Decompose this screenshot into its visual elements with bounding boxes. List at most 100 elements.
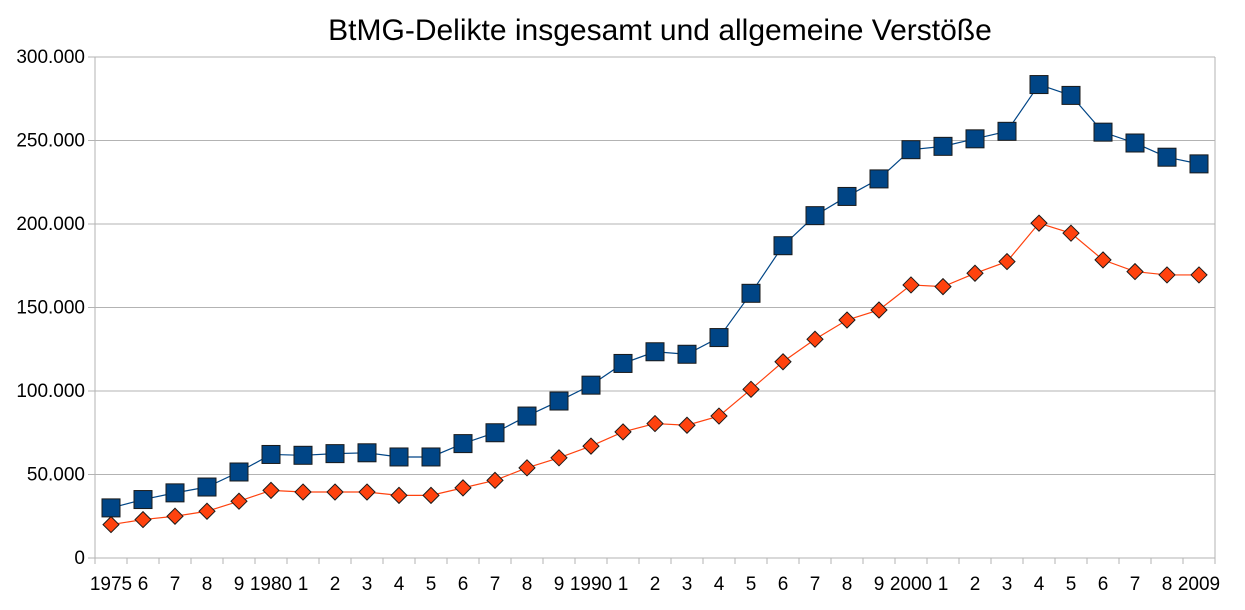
data-point <box>101 498 121 518</box>
data-point <box>1093 122 1113 142</box>
x-tick-label: 7 <box>810 574 821 595</box>
data-point <box>773 236 793 256</box>
data-point <box>197 477 217 497</box>
data-point <box>453 434 473 454</box>
x-tick-label: 7 <box>490 574 501 595</box>
x-tick-label: 1980 <box>250 574 292 595</box>
data-point <box>838 311 856 329</box>
chart-title: BtMG-Delikte insgesamt und allgemeine Ve… <box>328 14 992 47</box>
data-point <box>1062 224 1080 242</box>
x-axis-tick-labels: 1975 6 7 8 9 1980 1 2 3 4 5 6 7 8 9 1990 1 2 3 4 5 6 7 8 9 2000 1 2… <box>90 574 1220 595</box>
data-point <box>485 423 505 443</box>
x-tick-label: 9 <box>874 574 885 595</box>
data-point <box>646 414 664 433</box>
data-point <box>229 462 249 482</box>
data-point <box>742 380 760 399</box>
x-tick-label: 8 <box>202 574 213 595</box>
data-point <box>422 486 440 505</box>
data-point <box>677 344 697 364</box>
axes <box>88 56 1216 564</box>
x-tick-label: 2 <box>330 574 341 595</box>
x-tick-label: 2000 <box>890 574 932 595</box>
data-point <box>870 301 888 319</box>
data-point <box>549 391 569 411</box>
data-point <box>581 375 601 395</box>
data-point <box>965 129 985 149</box>
x-tick-label: 9 <box>234 574 245 595</box>
data-point <box>1030 214 1048 232</box>
data-point <box>997 121 1017 141</box>
data-point <box>390 486 408 505</box>
data-point <box>1158 266 1176 284</box>
data-point <box>645 342 665 362</box>
data-point <box>134 510 152 529</box>
x-tick-label: 6 <box>778 574 789 595</box>
data-point <box>198 502 216 520</box>
x-tick-label: 5 <box>1066 574 1077 595</box>
x-tick-label: 8 <box>842 574 853 595</box>
data-point <box>486 471 504 490</box>
y-tick-label: 300.000 <box>16 47 85 68</box>
x-tick-label: 3 <box>1002 574 1013 595</box>
data-point <box>710 407 728 425</box>
x-tick-label: 6 <box>458 574 469 595</box>
series-2 <box>102 214 1208 534</box>
x-tick-label: 4 <box>394 574 405 595</box>
data-point <box>678 416 696 434</box>
x-tick-label: 7 <box>170 574 181 595</box>
data-point <box>934 277 952 296</box>
x-tick-label: 6 <box>138 574 149 595</box>
x-tick-label: 1 <box>938 574 949 595</box>
data-point <box>550 449 568 467</box>
data-point <box>294 483 312 501</box>
y-tick-label: 0 <box>74 548 85 569</box>
x-tick-label: 1975 <box>90 574 132 595</box>
data-point <box>837 186 857 206</box>
data-point <box>869 169 889 189</box>
y-tick-label: 100.000 <box>16 381 85 402</box>
data-point <box>582 437 600 455</box>
data-point <box>1189 154 1209 174</box>
x-tick-label: 8 <box>522 574 533 595</box>
y-tick-label: 250.000 <box>16 131 85 152</box>
data-point <box>614 423 632 441</box>
x-tick-label: 1 <box>618 574 629 595</box>
series-1 <box>101 75 1209 518</box>
x-tick-label: 3 <box>682 574 693 595</box>
data-point <box>325 444 345 464</box>
data-point <box>230 492 248 510</box>
x-tick-label: 2 <box>970 574 981 595</box>
x-tick-label: 2009 <box>1178 574 1220 595</box>
data-point <box>806 330 824 348</box>
data-point <box>1029 75 1049 95</box>
x-tick-label: 8 <box>1162 574 1173 595</box>
data-point <box>166 507 184 525</box>
data-point <box>293 445 313 465</box>
y-tick-label: 200.000 <box>16 214 85 235</box>
x-tick-label: 4 <box>1034 574 1045 595</box>
data-point <box>389 447 409 467</box>
data-point <box>966 264 984 282</box>
series-line <box>110 222 1199 526</box>
data-point <box>517 406 537 426</box>
series-line <box>110 83 1200 509</box>
data-point <box>262 481 280 500</box>
y-axis-tick-labels: 0 50.000 100.000 150.000 200.000 250.000 300.0… <box>16 47 85 569</box>
x-tick-label: 3 <box>362 574 373 595</box>
data-point <box>774 353 792 371</box>
x-tick-label: 5 <box>746 574 757 595</box>
data-point <box>358 483 376 501</box>
data-point <box>1094 251 1112 269</box>
data-point <box>933 136 953 156</box>
data-point <box>709 328 729 348</box>
x-tick-label: 1990 <box>570 574 612 595</box>
data-point <box>165 483 185 503</box>
y-tick-label: 50.000 <box>27 465 85 486</box>
x-tick-label: 4 <box>714 574 725 595</box>
data-point <box>613 353 633 373</box>
y-tick-label: 150.000 <box>16 298 85 319</box>
data-point <box>901 140 921 160</box>
x-tick-label: 7 <box>1130 574 1141 595</box>
x-tick-label: 9 <box>554 574 565 595</box>
